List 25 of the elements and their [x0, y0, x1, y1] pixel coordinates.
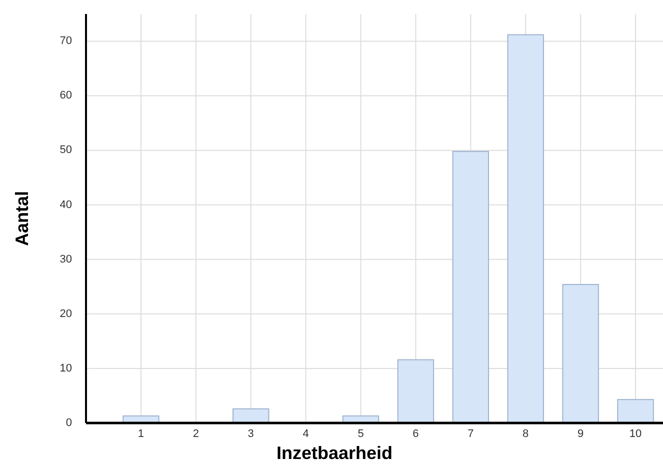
- bar: [507, 34, 544, 424]
- y-tick-label: 0: [66, 416, 72, 429]
- bar: [452, 150, 490, 424]
- x-axis-title: Inzetbaarheid: [276, 443, 393, 463]
- x-tick-label: 8: [522, 428, 529, 440]
- y-tick-label: 60: [60, 90, 72, 102]
- y-axis-title: Aantal: [12, 190, 32, 246]
- y-tick-label: 10: [60, 362, 72, 374]
- x-tick-label: 7: [468, 428, 474, 440]
- bar: [562, 284, 599, 424]
- x-tick-label: 10: [629, 428, 642, 440]
- y-tick-label: 70: [60, 35, 72, 48]
- y-tick-label: 50: [60, 144, 72, 156]
- x-tick-label: 6: [412, 428, 419, 440]
- x-tick-label: 9: [578, 428, 584, 440]
- y-tick-label: 30: [60, 253, 72, 266]
- x-tick-label: 4: [302, 428, 309, 440]
- y-tick-label: 20: [60, 308, 72, 320]
- x-tick-label: 1: [138, 428, 144, 440]
- x-tick-label: 3: [248, 428, 254, 440]
- x-tick-label: 2: [192, 428, 199, 440]
- bar: [617, 399, 654, 424]
- x-tick-label: 5: [358, 428, 364, 440]
- bar: [397, 359, 434, 424]
- y-tick-label: 40: [60, 198, 72, 211]
